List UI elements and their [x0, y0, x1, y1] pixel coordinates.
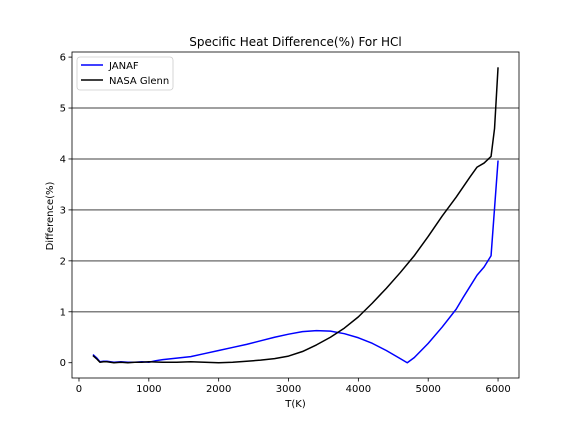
- x-tick-label: 2000: [206, 384, 231, 395]
- y-tick-label: 4: [60, 154, 66, 165]
- y-axis-ticks: 0 1 2 3 4 5 6: [60, 53, 72, 369]
- y-tick-label: 2: [60, 256, 66, 267]
- legend: JANAF NASA Glenn: [76, 56, 174, 91]
- x-tick-label: 1000: [136, 384, 161, 395]
- plot-frame: [71, 51, 520, 379]
- series-layer: [92, 67, 499, 364]
- legend-label-janaf: JANAF: [108, 61, 139, 72]
- x-tick-label: 0: [76, 384, 82, 395]
- x-tick-label: 6000: [485, 384, 510, 395]
- legend-label-nasa-glenn: NASA Glenn: [109, 76, 169, 87]
- y-tick-label: 0: [60, 358, 66, 369]
- y-tick-label: 3: [60, 205, 66, 216]
- x-tick-label: 4000: [346, 384, 371, 395]
- y-axis-label: Difference(%): [45, 181, 56, 250]
- y-tick-label: 5: [60, 104, 66, 115]
- series-line-nasa-glenn: [92, 67, 499, 364]
- chart-title: Specific Heat Difference(%) For HCl: [189, 35, 402, 49]
- x-tick-label: 5000: [415, 384, 440, 395]
- x-tick-label: 3000: [276, 384, 301, 395]
- y-tick-label: 6: [60, 53, 66, 64]
- y-tick-label: 1: [60, 307, 66, 318]
- x-axis-ticks: 0 1000 2000 3000 4000 5000 6000: [76, 378, 511, 395]
- gridlines: [72, 107, 519, 313]
- x-axis-label: T(K): [284, 399, 306, 410]
